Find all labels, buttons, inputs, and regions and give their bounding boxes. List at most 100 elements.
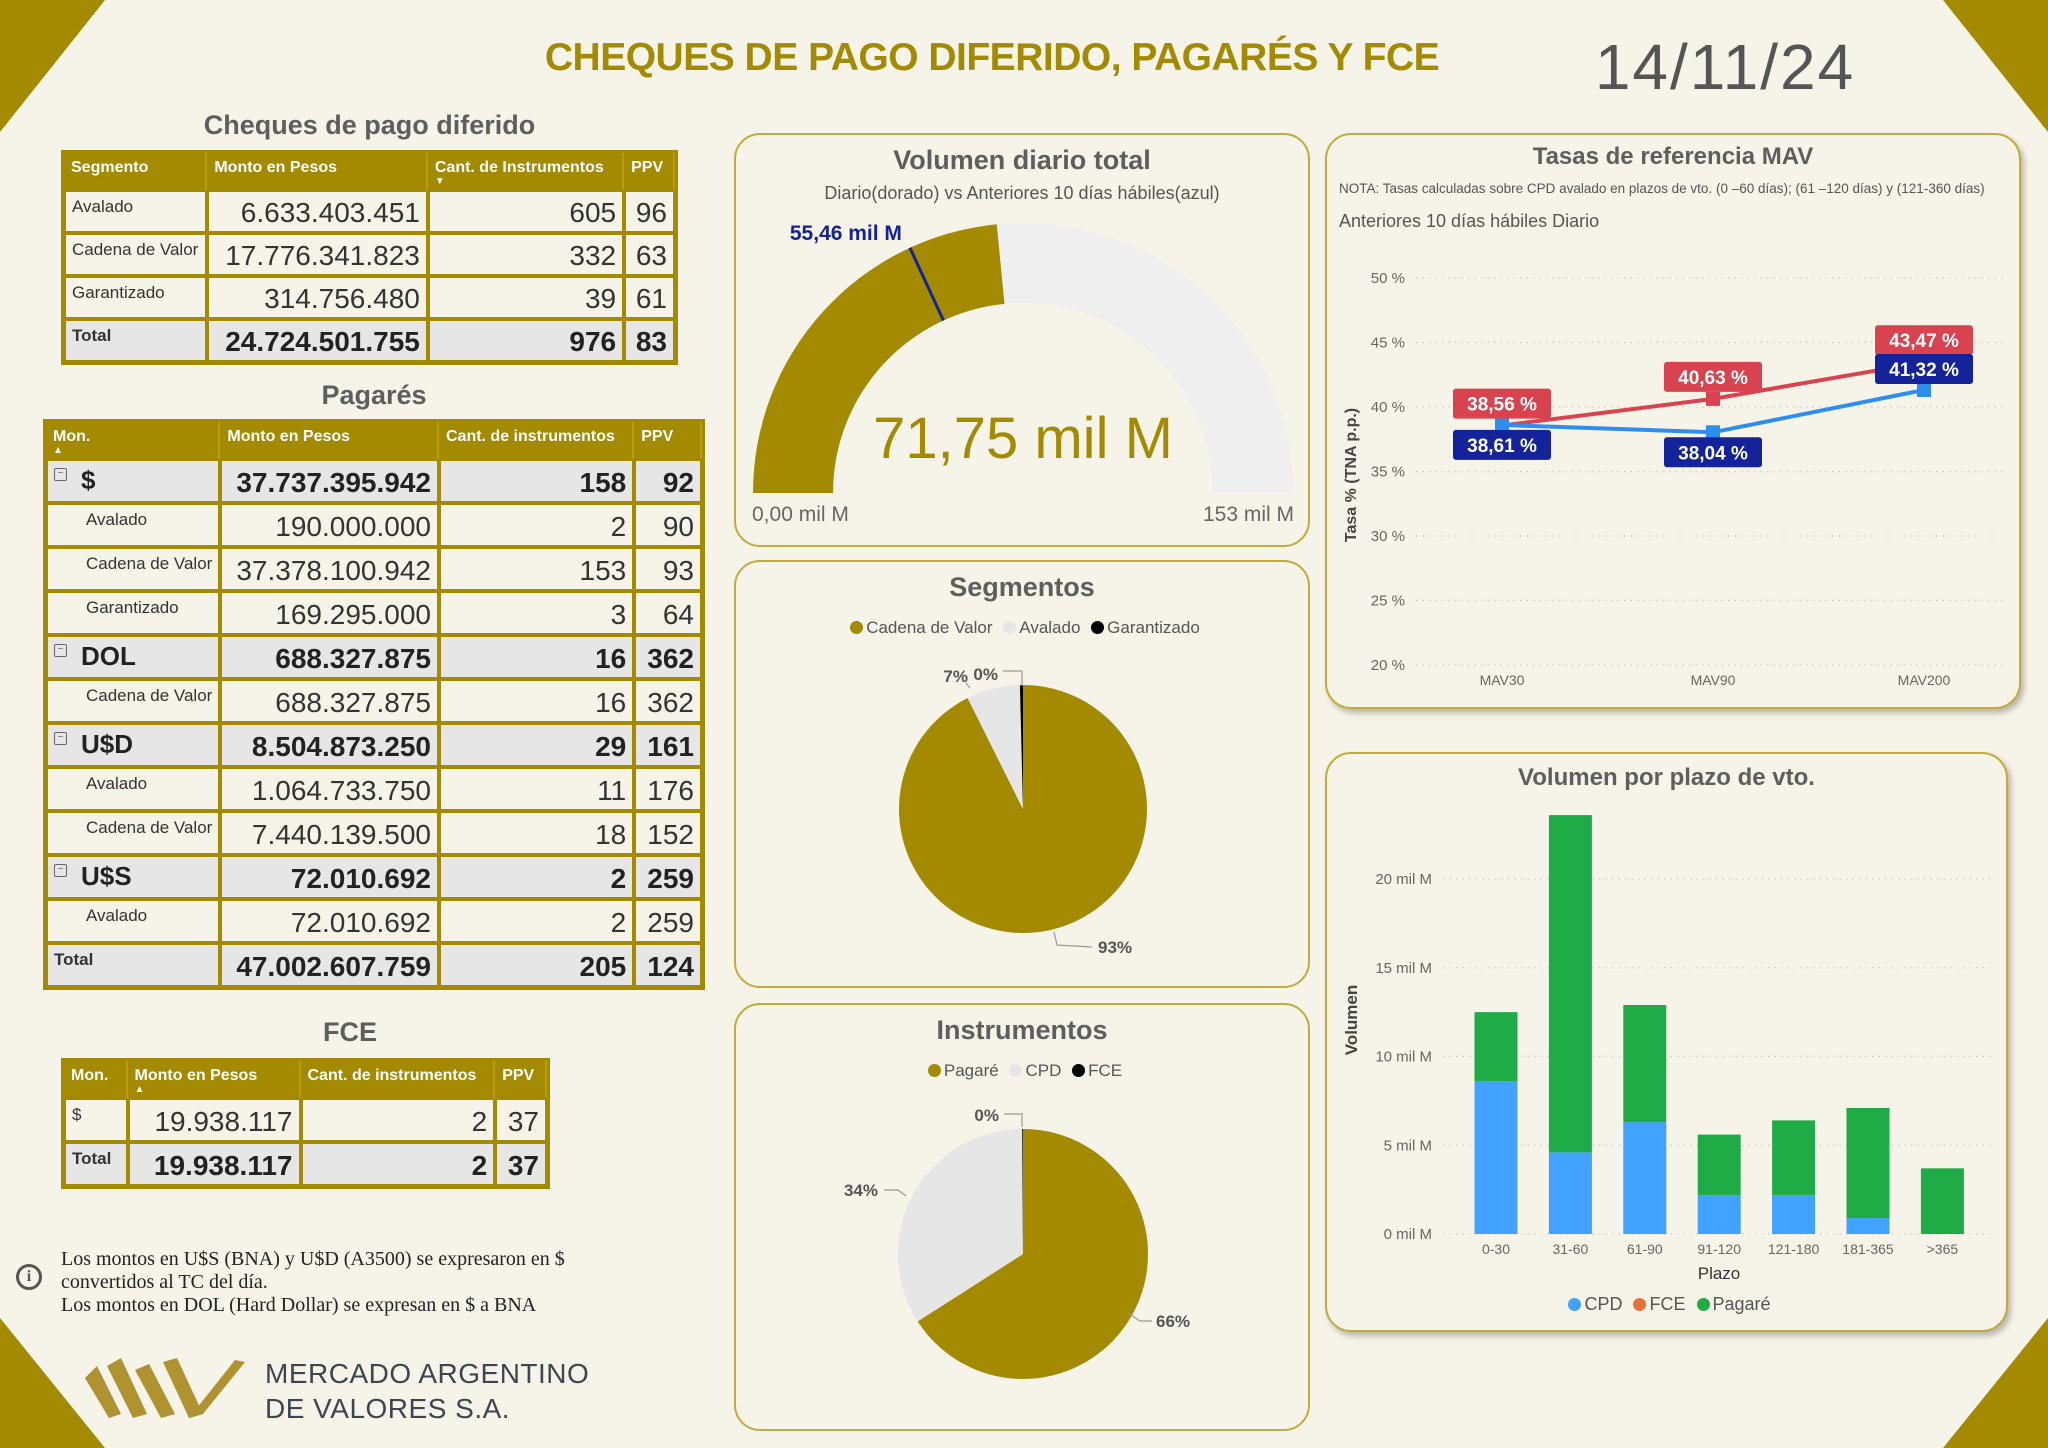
amount-cell: 7.440.139.500: [220, 811, 439, 855]
y-tick-label: 25 %: [1371, 593, 1405, 610]
ppv-cell: 362: [634, 679, 702, 723]
sort-descending-icon[interactable]: ▼: [434, 176, 445, 187]
company-name-line: DE VALORES S.A.: [265, 1393, 511, 1424]
column-header[interactable]: Segmento: [64, 153, 208, 190]
total-row: Total 24.724.501.755 976 83: [64, 319, 675, 362]
count-cell: 205: [438, 943, 635, 987]
collapse-icon[interactable]: −: [54, 644, 67, 657]
data-point: [1495, 417, 1509, 432]
column-header[interactable]: PPV: [624, 153, 675, 190]
amount-cell: 6.633.403.451: [207, 190, 428, 233]
column-header-label: Mon.: [53, 428, 91, 445]
amount-cell: 688.327.875: [220, 679, 439, 723]
column-header[interactable]: Monto en Pesos: [207, 153, 428, 190]
row-label-cell: Total: [64, 319, 208, 362]
table-row: Avalado 1.064.733.750 11 176: [46, 767, 702, 811]
ppv-cell: 37: [495, 1142, 547, 1186]
data-label-box: [1453, 429, 1551, 460]
amount-cell: 314.756.480: [207, 276, 428, 319]
sort-ascending-icon[interactable]: ▲: [53, 445, 63, 456]
column-header[interactable]: Cant. de instrumentos: [300, 1061, 496, 1098]
pie-slice: [917, 1129, 1149, 1380]
count-cell: 16: [438, 635, 635, 679]
row-label-cell: Total: [46, 943, 221, 987]
count-cell: 3: [438, 591, 635, 635]
ppv-cell: 93: [634, 547, 702, 591]
collapse-icon[interactable]: −: [54, 864, 67, 877]
column-header[interactable]: PPV: [634, 422, 702, 459]
row-label-cell: Avalado: [46, 503, 221, 547]
group-row[interactable]: − U$S 72.010.692 2 259: [46, 855, 702, 899]
amount-cell: 169.295.000: [220, 591, 439, 635]
row-label-cell: Garantizado: [46, 591, 221, 635]
row-label: Total: [54, 950, 94, 969]
row-label-cell: Cadena de Valor: [64, 233, 208, 276]
plazo-card: Volumen por plazo de vto. CPD FCE Pagaré: [1325, 752, 2008, 1332]
bar-segment-pagare: [1474, 1012, 1518, 1082]
sort-ascending-icon[interactable]: ▲: [134, 1084, 145, 1095]
pie-data-label: 34%: [844, 1181, 878, 1200]
column-header[interactable]: Cant. de instrumentos: [438, 422, 635, 459]
legend-label: CPD: [1584, 1294, 1623, 1314]
total-row: Total 19.938.117 2 37: [64, 1142, 547, 1186]
amount-cell: 37.378.100.942: [220, 547, 439, 591]
count-cell: 976: [427, 319, 625, 362]
x-tick-label: 121-180: [1768, 1241, 1820, 1257]
bar-segment-cpd: [1548, 1152, 1592, 1234]
legend-label: Diario: [1552, 211, 1600, 231]
page-title: CHEQUES DE PAGO DIFERIDO, PAGARÉS Y FCE: [544, 36, 1440, 79]
data-label-box: [1453, 388, 1551, 419]
x-tick-label: MAV200: [1898, 672, 1951, 688]
pie-slice: [1019, 685, 1023, 809]
report-date: 14/11/24: [1594, 31, 1856, 103]
group-row[interactable]: − DOL 688.327.875 16 362: [46, 635, 702, 679]
legend-label: Pagaré: [943, 1061, 999, 1080]
footnote: Los montos en U$S (BNA) y U$D (A3500) se…: [61, 1248, 565, 1317]
pie-data-label: 0%: [973, 665, 998, 684]
collapse-icon[interactable]: −: [54, 732, 67, 745]
pie-leader-line: [1053, 931, 1093, 948]
group-row[interactable]: − U$D 8.504.873.250 29 161: [46, 723, 702, 767]
amount-cell: 72.010.692: [220, 899, 439, 943]
count-cell: 2: [300, 1142, 496, 1186]
row-label: $: [72, 1105, 82, 1124]
plazo-title: Volumen por plazo de vto.: [1518, 764, 1815, 791]
column-header[interactable]: PPV: [495, 1061, 547, 1098]
column-header[interactable]: Monto en Pesos: [220, 422, 439, 459]
ppv-cell: 37: [495, 1098, 547, 1142]
corner-decoration-top-left: [0, 0, 105, 132]
bar-segment-cpd: [1846, 1218, 1890, 1234]
table-header-row: Segmento Monto en Pesos Cant. de Instrumen…: [64, 153, 675, 190]
ppv-cell: 161: [634, 723, 702, 767]
row-label: Total: [72, 1149, 112, 1168]
collapse-icon[interactable]: −: [54, 468, 67, 481]
data-label-box: [1875, 353, 1973, 384]
ppv-cell: 64: [634, 591, 702, 635]
column-header[interactable]: Monto en Pesos ▲: [127, 1061, 301, 1098]
fce-table: Mon. Monto en Pesos ▲ Cant. de instrumentos…: [61, 1058, 550, 1189]
total-row: Total 47.002.607.759 205 124: [46, 943, 702, 987]
column-header[interactable]: Mon. ▲: [46, 422, 221, 459]
instrumentos-title: Instrumentos: [936, 1015, 1108, 1045]
data-point: [1917, 382, 1931, 397]
gauge-min-label: 0,00 mil M: [752, 503, 849, 526]
amount-cell: 1.064.733.750: [220, 767, 439, 811]
tasas-note: NOTA: Tasas calculadas sobre CPD avalado…: [1339, 181, 1985, 196]
column-header[interactable]: Cant. de Instrumentos ▼: [427, 153, 625, 190]
group-row[interactable]: − $37.737.395.942 158 92: [46, 459, 702, 503]
amount-cell: 19.938.117: [127, 1142, 301, 1186]
info-icon: i: [16, 1264, 42, 1290]
amount-cell: 19.938.117: [127, 1098, 301, 1142]
ppv-cell: 152: [634, 811, 702, 855]
column-header-label: Mon.: [71, 1067, 109, 1084]
table-row: Garantizado 314.756.480 39 61: [64, 276, 675, 319]
column-header[interactable]: Mon.: [64, 1061, 128, 1098]
segmentos-legend: Cadena de Valor Avalado Garantizado: [736, 618, 1308, 638]
pie-data-label: 66%: [1156, 1312, 1190, 1331]
bar-segment-cpd: [1697, 1194, 1741, 1234]
pie-slice: [967, 685, 1023, 809]
ppv-cell: 83: [624, 319, 675, 362]
y-tick-label: 0 mil M: [1384, 1226, 1432, 1243]
data-label: 38,61 %: [1467, 436, 1537, 457]
